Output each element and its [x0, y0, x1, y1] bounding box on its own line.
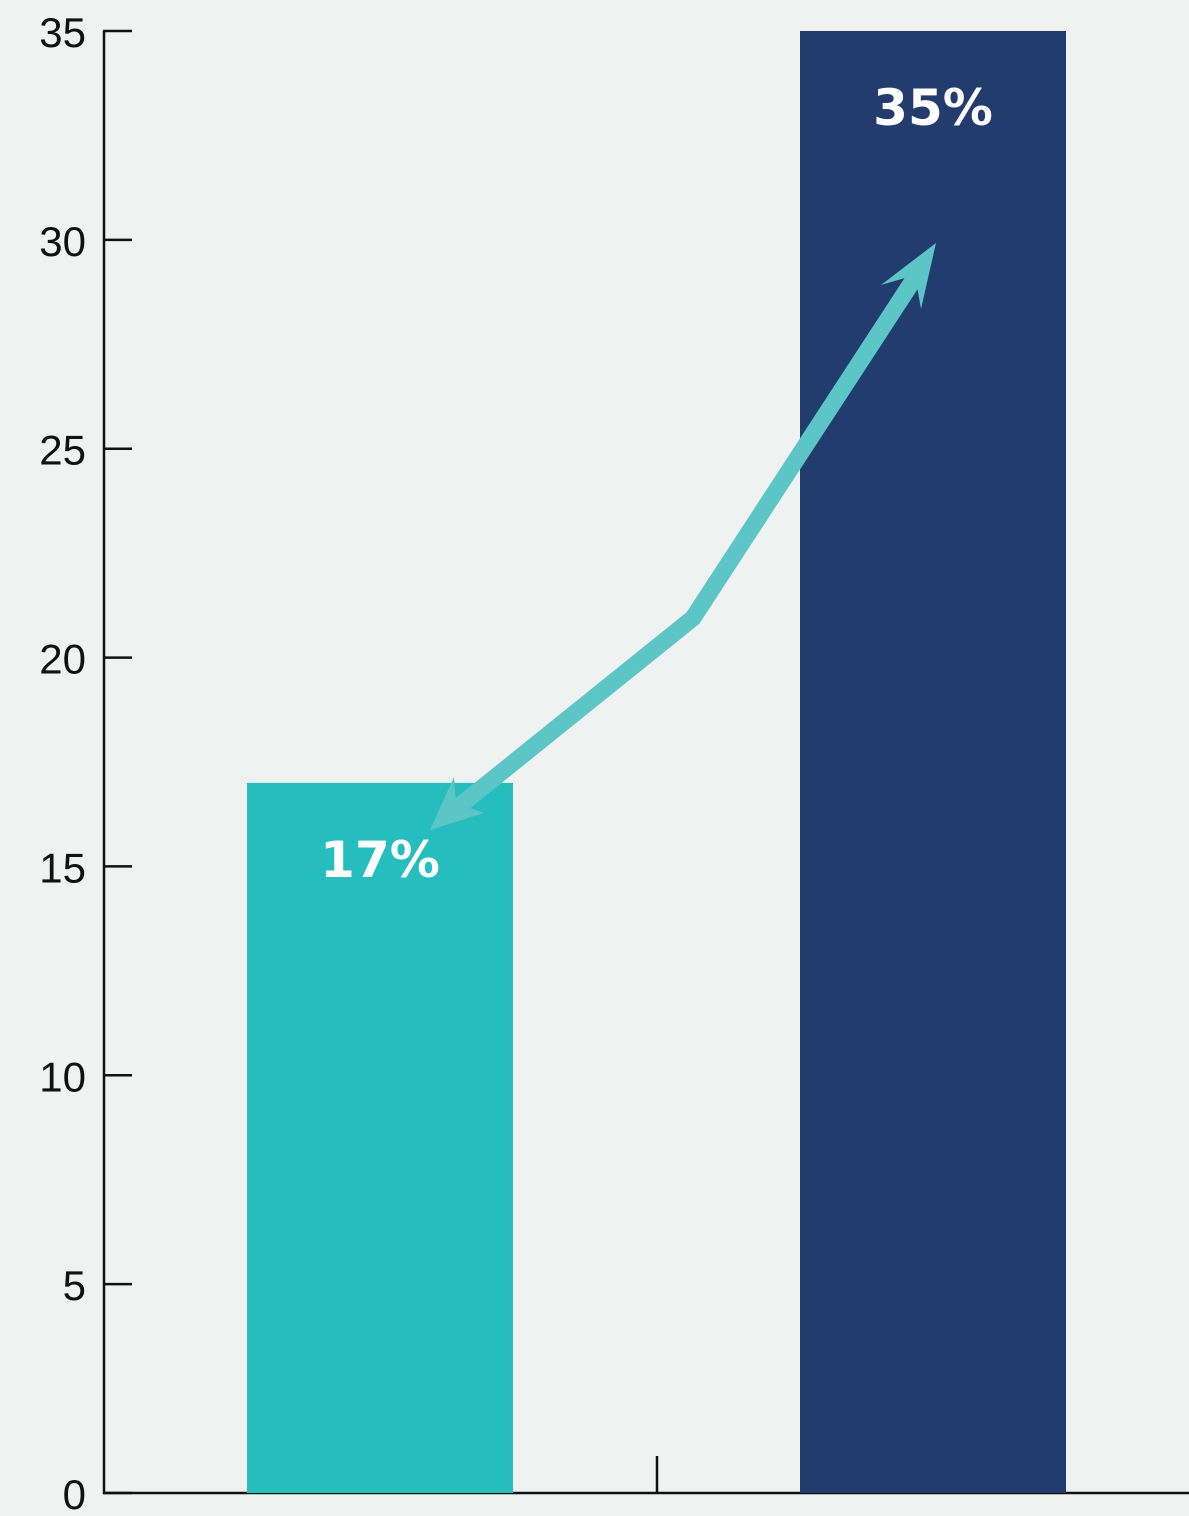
data-labels: 17% 35% — [320, 79, 993, 889]
y-tick-label: 20 — [39, 636, 86, 683]
trend-arrow-head-down — [430, 777, 484, 830]
bar — [800, 31, 1066, 1493]
trend-arrow — [430, 243, 936, 830]
bar-value-label: 17% — [320, 831, 440, 889]
trend-arrow-line — [446, 268, 926, 819]
y-tick-label: 35 — [39, 9, 86, 56]
bars — [247, 31, 1066, 1493]
y-tick-label: 25 — [39, 427, 86, 474]
bar — [247, 782, 513, 1493]
y-tick-label: 30 — [39, 218, 86, 265]
bar-value-label: 35% — [873, 79, 993, 137]
y-tick-label: 10 — [39, 1053, 86, 1100]
y-axis-ticks: 0 5 10 15 20 25 30 35 — [39, 9, 132, 1516]
y-tick-label: 15 — [39, 844, 86, 891]
trend-arrow-head-up — [881, 243, 936, 309]
y-tick-label: 0 — [63, 1471, 86, 1516]
y-tick-label: 5 — [63, 1262, 86, 1309]
